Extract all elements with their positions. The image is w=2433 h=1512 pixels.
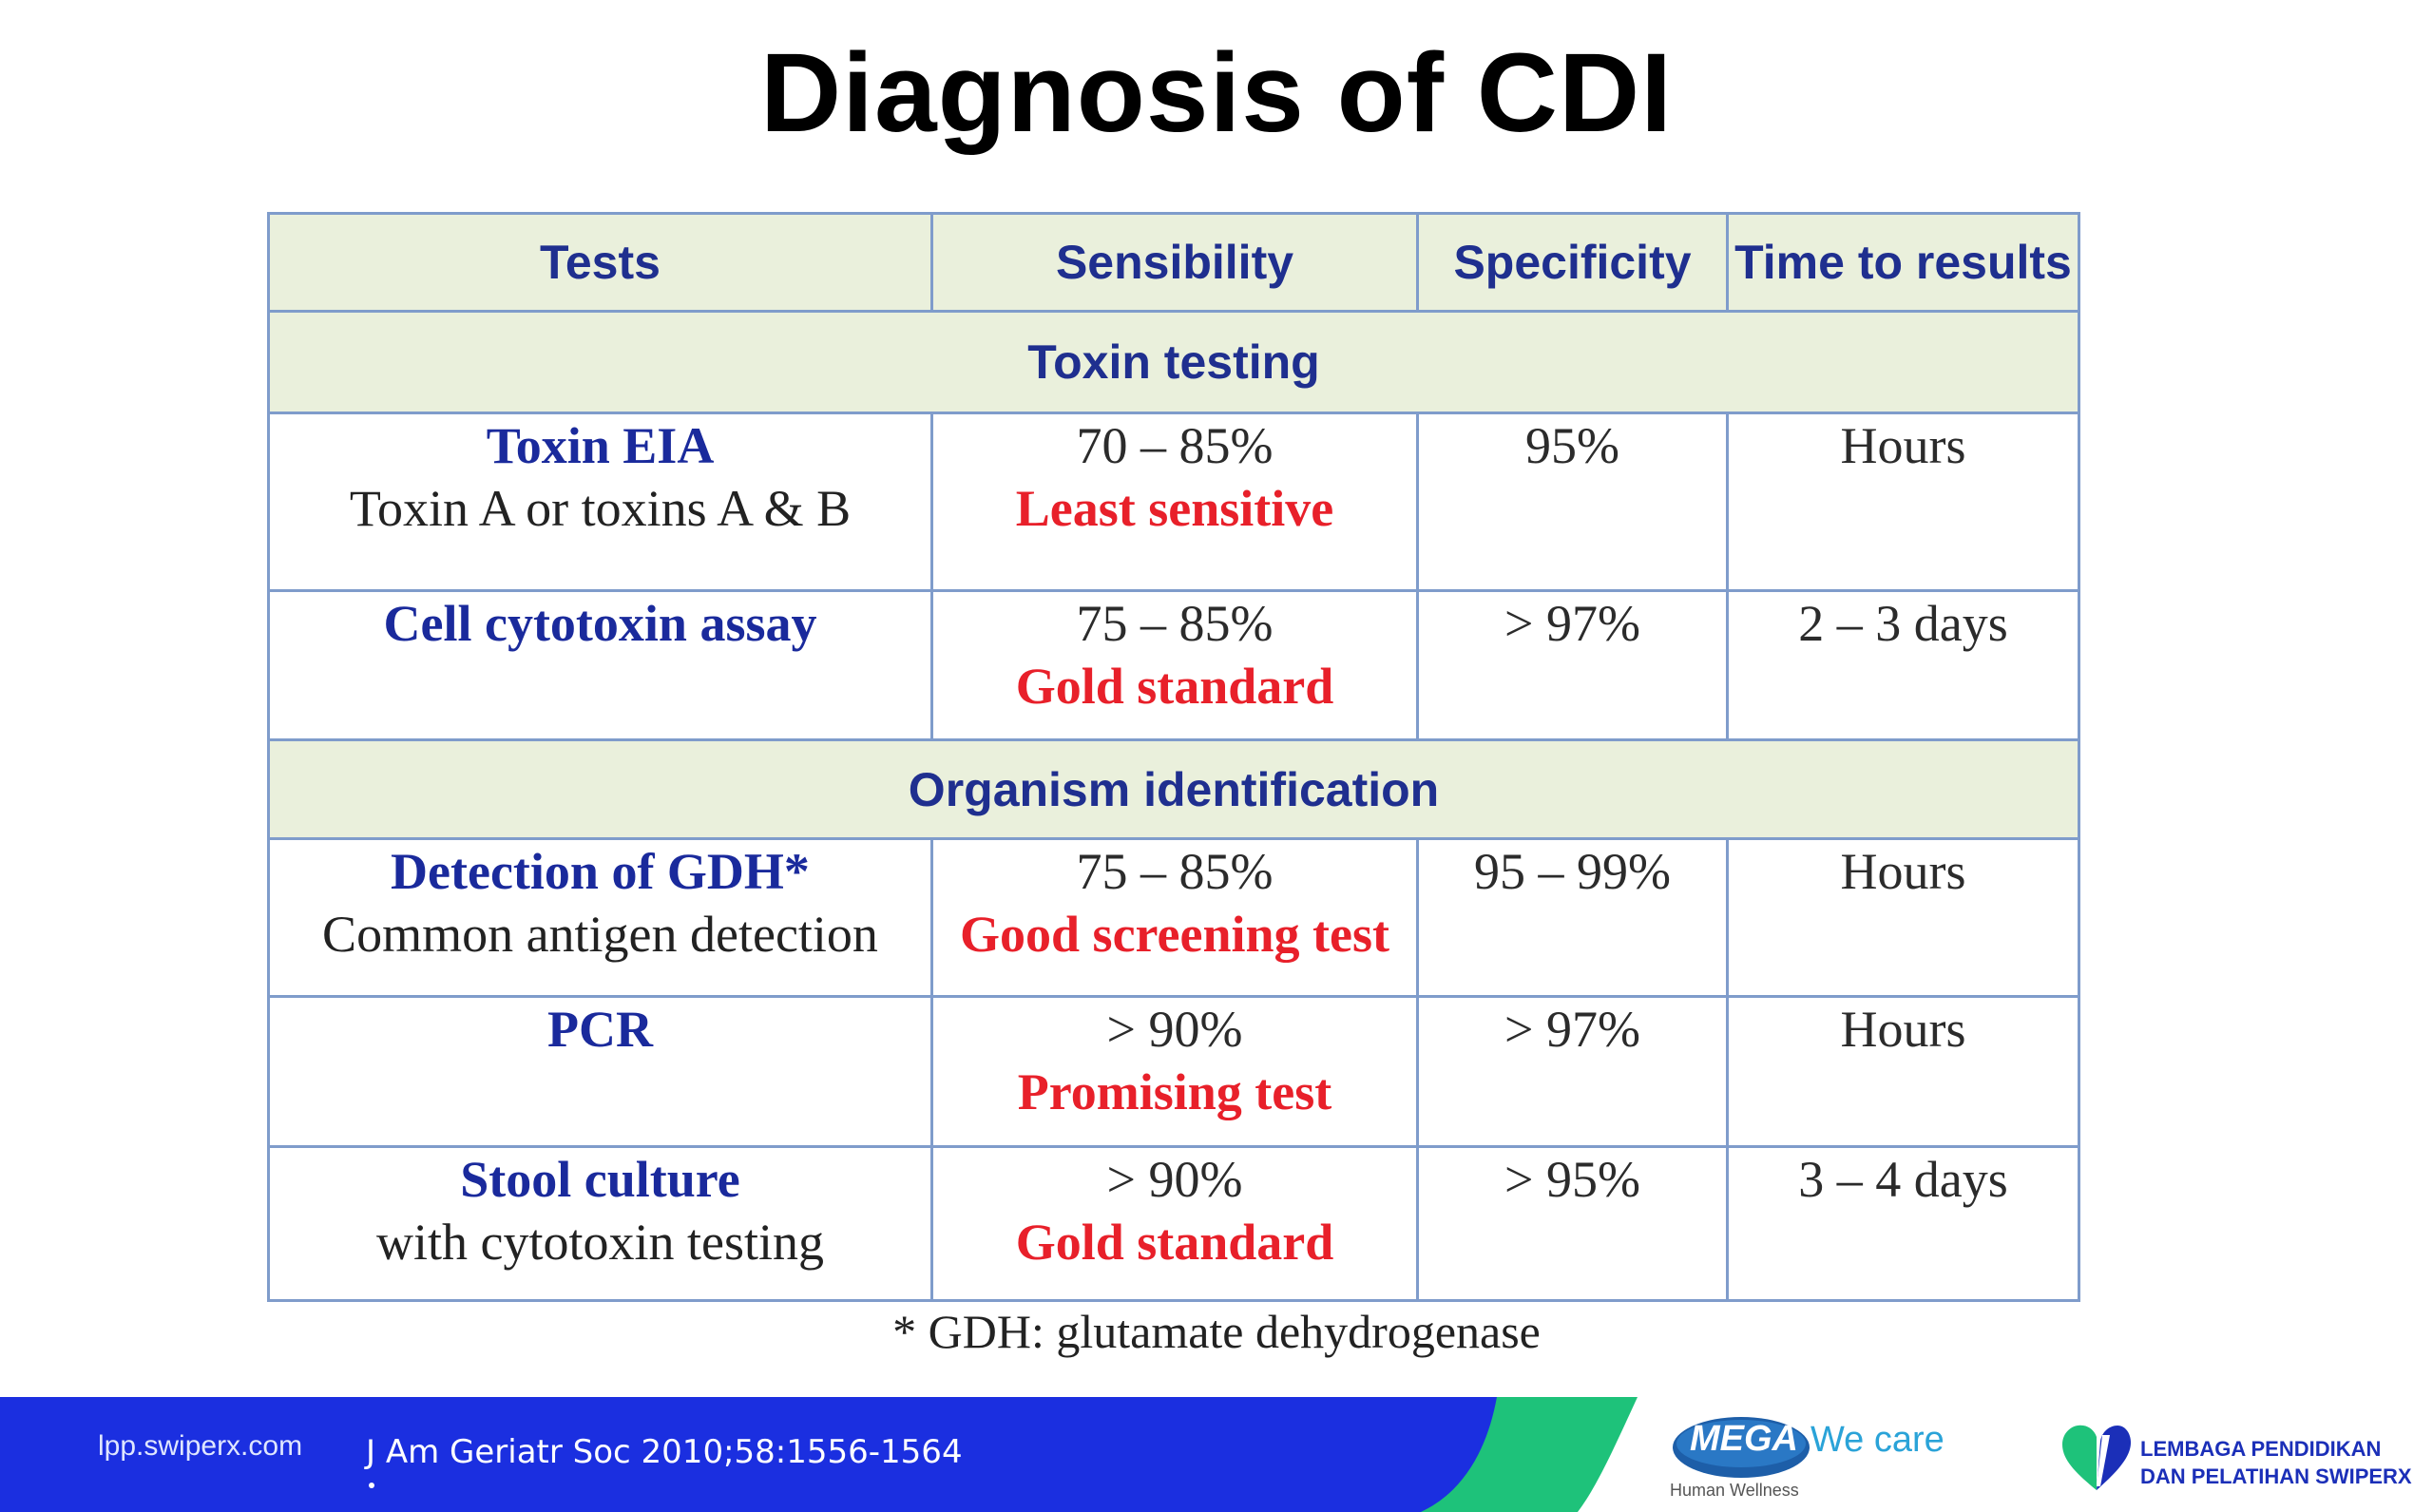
header-sensibility: Sensibility <box>930 212 1419 313</box>
lpp-logo-line2: DAN PELATIHAN SWIPERX <box>2140 1464 2412 1488</box>
time-value: 2 – 3 days <box>1798 595 2008 652</box>
sensibility-value: 75 – 85% <box>1076 595 1274 652</box>
sensibility-value: > 90% <box>1106 1001 1243 1058</box>
mega-tagline: We care <box>1810 1420 1944 1460</box>
sensibility-cell: 75 – 85% Good screening test <box>930 837 1419 998</box>
time-cell: 2 – 3 days <box>1726 589 2080 741</box>
section-organism-identification: Organism identification <box>267 738 2080 840</box>
specificity-value: 95 – 99% <box>1474 843 1671 900</box>
test-cell: PCR <box>267 995 933 1148</box>
time-cell: 3 – 4 days <box>1726 1145 2080 1302</box>
sensibility-cell: 70 – 85% Least sensitive <box>930 411 1419 592</box>
test-sub: with cytotoxin testing <box>376 1214 824 1271</box>
sensibility-value: 70 – 85% <box>1076 417 1274 474</box>
header-specificity: Specificity <box>1416 212 1729 313</box>
citation-dot <box>369 1483 374 1488</box>
diagnosis-table: Tests Sensibility Specificity Time to re… <box>267 212 2080 1302</box>
test-name: Stool culture <box>460 1151 740 1208</box>
sensibility-cell: > 90% Gold standard <box>930 1145 1419 1302</box>
specificity-value: 95% <box>1525 417 1619 474</box>
page-title: Diagnosis of CDI <box>759 30 1674 156</box>
sensibility-value: 75 – 85% <box>1076 843 1274 900</box>
sensibility-cell: > 90% Promising test <box>930 995 1419 1148</box>
time-value: Hours <box>1840 843 1966 900</box>
sensibility-note: Good screening test <box>960 906 1389 963</box>
test-cell: Cell cytotoxin assay <box>267 589 933 741</box>
test-sub: Toxin A or toxins A & B <box>349 480 852 537</box>
time-cell: Hours <box>1726 411 2080 592</box>
specificity-cell: > 97% <box>1416 589 1729 741</box>
test-sub: Common antigen detection <box>322 906 878 963</box>
sensibility-note: Gold standard <box>1015 658 1334 715</box>
sensibility-note: Least sensitive <box>1015 480 1334 537</box>
footnote: * GDH: glutamate dehydrogenase <box>892 1305 1541 1358</box>
time-value: Hours <box>1840 1001 1966 1058</box>
test-cell: Detection of GDH* Common antigen detecti… <box>267 837 933 998</box>
site-link[interactable]: lpp.swiperx.com <box>98 1430 303 1462</box>
table-row: Stool culture with cytotoxin testing > 9… <box>267 1145 2080 1302</box>
test-cell: Stool culture with cytotoxin testing <box>267 1145 933 1302</box>
footer-bar <box>0 1397 2433 1512</box>
footer-shape <box>0 1397 1638 1512</box>
header-tests: Tests <box>267 212 933 313</box>
mega-subtitle: Human Wellness <box>1670 1481 1799 1500</box>
specificity-cell: > 95% <box>1416 1145 1729 1302</box>
specificity-value: > 95% <box>1504 1151 1640 1208</box>
specificity-cell: 95% <box>1416 411 1729 592</box>
time-value: 3 – 4 days <box>1798 1151 2008 1208</box>
test-name: Cell cytotoxin assay <box>383 595 817 652</box>
table-row: Cell cytotoxin assay 75 – 85% Gold stand… <box>267 589 2080 741</box>
test-name: Detection of GDH* <box>391 843 810 900</box>
heart-logo-icon <box>2062 1425 2131 1490</box>
specificity-value: > 97% <box>1504 595 1640 652</box>
table-row: Detection of GDH* Common antigen detecti… <box>267 837 2080 998</box>
time-cell: Hours <box>1726 995 2080 1148</box>
mega-logo-icon <box>1673 1417 1810 1478</box>
specificity-cell: > 97% <box>1416 995 1729 1148</box>
table-row: Toxin EIA Toxin A or toxins A & B 70 – 8… <box>267 411 2080 592</box>
mega-logo-text: MEGA <box>1690 1419 1798 1459</box>
specificity-cell: 95 – 99% <box>1416 837 1729 998</box>
sensibility-note: Promising test <box>1017 1063 1332 1120</box>
test-name: PCR <box>547 1001 653 1058</box>
footer-blue-band <box>0 1397 1497 1512</box>
header-time: Time to results <box>1726 212 2080 313</box>
section-toxin-testing: Toxin testing <box>267 310 2080 414</box>
sensibility-note: Gold standard <box>1015 1214 1334 1271</box>
table-row: PCR > 90% Promising test > 97% Hours <box>267 995 2080 1148</box>
specificity-value: > 97% <box>1504 1001 1640 1058</box>
time-value: Hours <box>1840 417 1966 474</box>
time-cell: Hours <box>1726 837 2080 998</box>
sensibility-cell: 75 – 85% Gold standard <box>930 589 1419 741</box>
lpp-logo-line1: LEMBAGA PENDIDIKAN <box>2140 1437 2382 1461</box>
test-name: Toxin EIA <box>486 417 715 474</box>
test-cell: Toxin EIA Toxin A or toxins A & B <box>267 411 933 592</box>
sensibility-value: > 90% <box>1106 1151 1243 1208</box>
header-row: Tests Sensibility Specificity Time to re… <box>267 212 2080 313</box>
citation: J Am Geriatr Soc 2010;58:1556-1564 <box>366 1433 963 1471</box>
